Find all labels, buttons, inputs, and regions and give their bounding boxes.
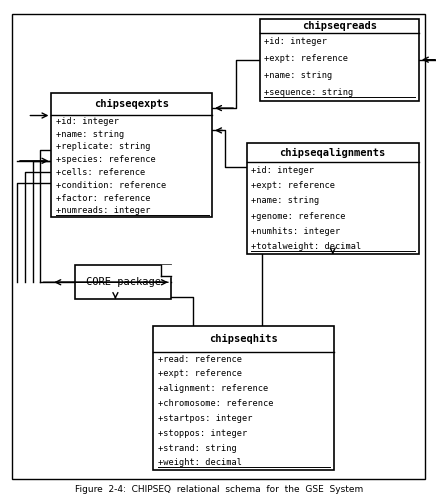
Text: +species: reference: +species: reference	[56, 155, 155, 164]
Text: +stoppos: integer: +stoppos: integer	[157, 429, 247, 438]
Text: +cells: reference: +cells: reference	[56, 168, 145, 177]
Bar	[75, 265, 170, 299]
Text: +name: string: +name: string	[251, 196, 319, 205]
Text: +expt: reference: +expt: reference	[157, 369, 241, 378]
Bar	[51, 93, 212, 217]
Text: +id: integer: +id: integer	[251, 166, 314, 175]
Text: chipseqexpts: chipseqexpts	[94, 99, 169, 109]
Text: +weight: decimal: +weight: decimal	[157, 459, 241, 468]
Polygon shape	[161, 265, 170, 276]
Text: +genome: reference: +genome: reference	[251, 212, 345, 221]
Text: +sequence: string: +sequence: string	[264, 88, 353, 97]
Text: Figure  2-4:  CHIPSEQ  relational  schema  for  the  GSE  System: Figure 2-4: CHIPSEQ relational schema fo…	[74, 485, 362, 494]
Text: +numhits: integer: +numhits: integer	[251, 227, 340, 236]
Text: chipseqhits: chipseqhits	[209, 334, 277, 344]
Bar	[153, 326, 333, 471]
Text: +read: reference: +read: reference	[157, 354, 241, 363]
Text: +startpos: integer: +startpos: integer	[157, 414, 252, 423]
Text: +id: integer: +id: integer	[56, 117, 118, 126]
Text: +strand: string: +strand: string	[157, 444, 236, 453]
Text: +condition: reference: +condition: reference	[56, 181, 166, 190]
Text: +replicate: string: +replicate: string	[56, 142, 150, 151]
Text: +name: string: +name: string	[56, 130, 124, 139]
Text: +id: integer: +id: integer	[264, 37, 326, 46]
Text: +chromosome: reference: +chromosome: reference	[157, 399, 273, 408]
Text: +expt: reference: +expt: reference	[251, 181, 335, 190]
Text: +factor: reference: +factor: reference	[56, 194, 150, 203]
Text: +name: string: +name: string	[264, 71, 332, 80]
Bar	[246, 143, 417, 254]
Text: chipseqalignments: chipseqalignments	[279, 148, 385, 158]
Bar	[259, 19, 417, 101]
Text: +numreads: integer: +numreads: integer	[56, 207, 150, 216]
Text: CORE package: CORE package	[85, 277, 160, 287]
Text: +totalweight: decimal: +totalweight: decimal	[251, 243, 360, 251]
Text: +expt: reference: +expt: reference	[264, 54, 347, 63]
Text: chipseqreads: chipseqreads	[301, 21, 376, 31]
Text: +alignment: reference: +alignment: reference	[157, 384, 268, 393]
